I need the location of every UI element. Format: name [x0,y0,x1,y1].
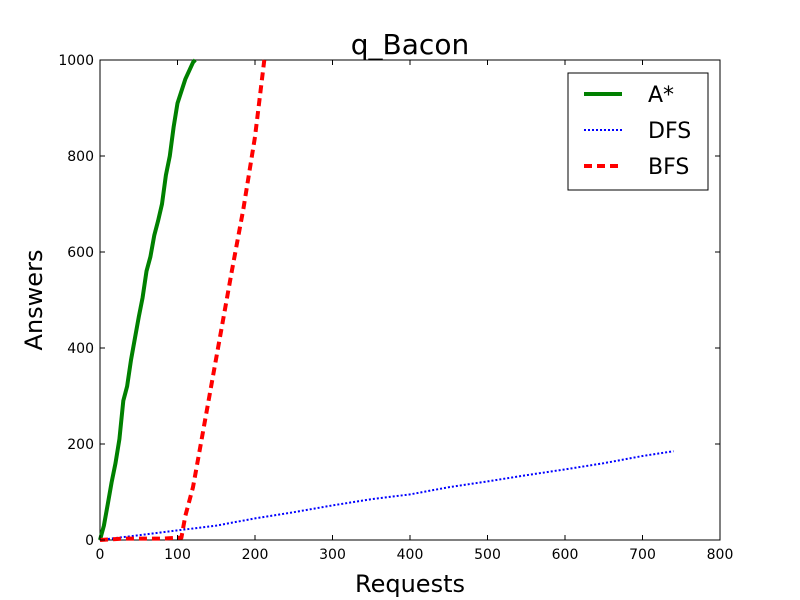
legend: A* DFS BFS [567,72,709,191]
x-tick-label-8: 800 [707,547,734,563]
y-tick-label-0: 0 [85,533,94,549]
series-line-1 [99,450,674,541]
x-axis-label: Requests [355,570,465,598]
x-tick-label-2: 200 [242,547,269,563]
series-line-2 [99,59,267,542]
x-tick-label-0: 0 [96,547,105,563]
legend-label-2: BFS [648,155,689,180]
x-tick-label-7: 700 [629,547,656,563]
series-layer [98,58,674,542]
legend-label-0: A* [648,83,674,108]
x-tick-label-5: 500 [474,547,501,563]
y-tick-label-2: 400 [67,341,94,357]
series-line-0 [98,58,197,541]
x-tick-label-1: 100 [164,547,191,563]
legend-label-1: DFS [648,119,691,144]
y-tick-label-5: 1000 [58,53,94,69]
tick-layer: 0 100 200 300 400 500 600 700 800 0 200 400 600 800 10… [58,53,733,563]
y-tick-label-1: 200 [67,437,94,453]
x-tick-label-3: 300 [319,547,346,563]
y-tick-label-4: 800 [67,149,94,165]
x-tick-label-6: 600 [552,547,579,563]
y-axis-label: Answers [20,250,48,351]
y-tick-label-3: 600 [67,245,94,261]
x-tick-label-4: 400 [397,547,424,563]
chart-title: q_Bacon [351,28,469,61]
